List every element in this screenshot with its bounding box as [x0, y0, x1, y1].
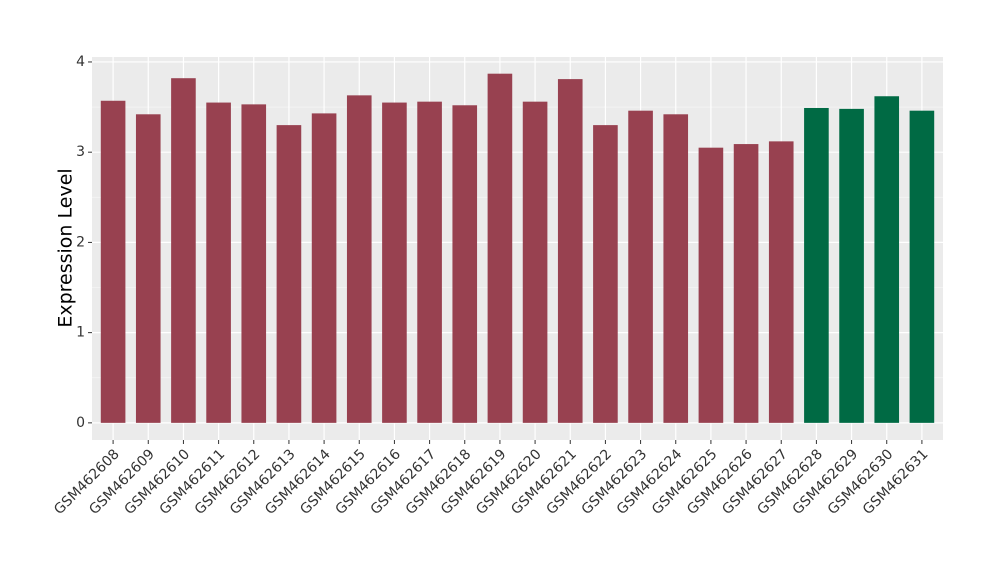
- bar: [593, 125, 618, 423]
- bar: [628, 110, 653, 423]
- bar: [804, 107, 829, 423]
- y-axis-title: Expression Level: [55, 168, 77, 327]
- y-tick-label: 0: [76, 415, 85, 431]
- bar: [382, 102, 407, 423]
- bar: [663, 114, 689, 423]
- bar: [135, 114, 161, 423]
- bar: [241, 104, 267, 423]
- bar: [698, 147, 724, 423]
- bar: [417, 101, 442, 423]
- bar: [733, 144, 759, 423]
- bar: [909, 110, 935, 423]
- y-tick-label: 1: [76, 325, 85, 341]
- y-tick-label: 3: [76, 144, 85, 160]
- bar: [768, 141, 794, 423]
- bar: [839, 108, 864, 423]
- bar: [346, 95, 372, 423]
- bar: [557, 79, 583, 423]
- bar: [100, 100, 126, 423]
- panel: [92, 57, 943, 440]
- y-tick-label: 2: [76, 234, 85, 250]
- bar: [171, 78, 196, 423]
- bar: [311, 113, 337, 423]
- bar: [206, 102, 231, 423]
- bar: [487, 73, 513, 423]
- bar: [276, 125, 302, 423]
- y-tick-label: 4: [76, 54, 85, 70]
- bar: [522, 101, 548, 423]
- bar: [452, 105, 478, 423]
- bar: [874, 96, 900, 423]
